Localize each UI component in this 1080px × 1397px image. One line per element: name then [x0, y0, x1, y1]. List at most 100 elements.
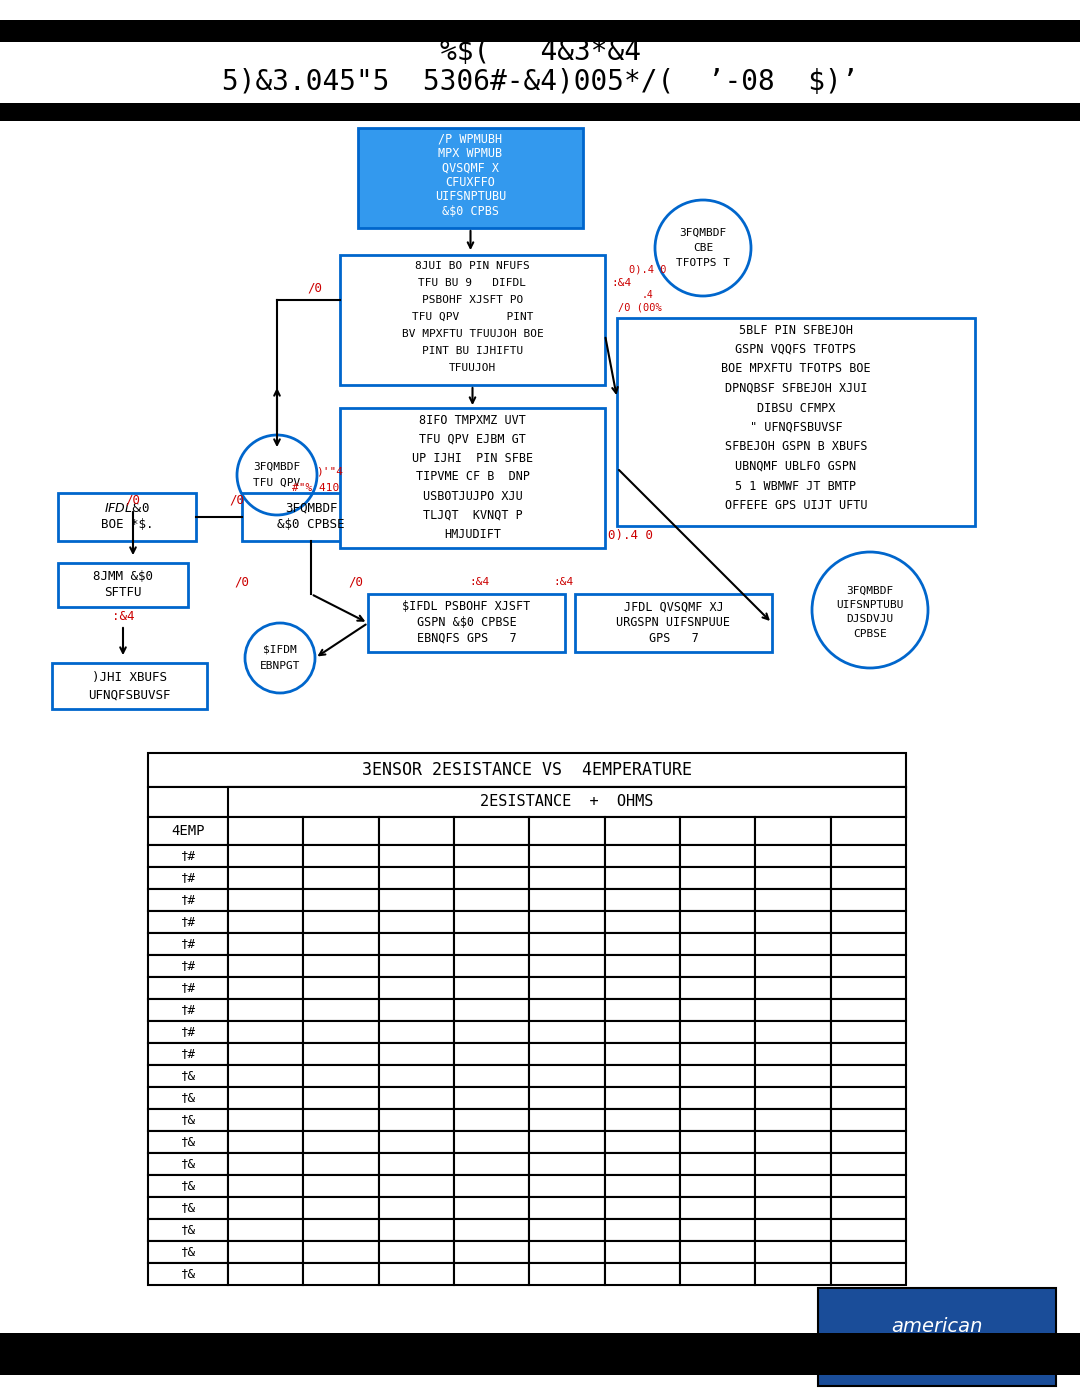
FancyBboxPatch shape	[148, 845, 228, 868]
FancyBboxPatch shape	[529, 977, 605, 999]
FancyBboxPatch shape	[454, 1263, 529, 1285]
FancyBboxPatch shape	[454, 888, 529, 911]
Text: TIPVME CF B  DNP: TIPVME CF B DNP	[416, 471, 529, 483]
Text: †#: †#	[180, 872, 195, 884]
FancyBboxPatch shape	[303, 1263, 379, 1285]
FancyBboxPatch shape	[0, 103, 1080, 122]
Text: †&: †&	[180, 1113, 195, 1126]
FancyBboxPatch shape	[303, 888, 379, 911]
FancyBboxPatch shape	[617, 319, 975, 527]
FancyBboxPatch shape	[454, 845, 529, 868]
FancyBboxPatch shape	[368, 594, 565, 652]
FancyBboxPatch shape	[529, 1263, 605, 1285]
FancyBboxPatch shape	[228, 1021, 303, 1044]
Text: †&: †&	[180, 1201, 195, 1214]
FancyBboxPatch shape	[379, 1263, 454, 1285]
Text: GPS   7: GPS 7	[649, 631, 699, 644]
FancyBboxPatch shape	[379, 868, 454, 888]
FancyBboxPatch shape	[755, 1197, 831, 1220]
FancyBboxPatch shape	[454, 1044, 529, 1065]
FancyBboxPatch shape	[228, 1109, 303, 1132]
FancyBboxPatch shape	[529, 1087, 605, 1109]
FancyBboxPatch shape	[228, 1197, 303, 1220]
FancyBboxPatch shape	[680, 911, 755, 933]
FancyBboxPatch shape	[454, 1021, 529, 1044]
FancyBboxPatch shape	[58, 563, 188, 608]
FancyBboxPatch shape	[755, 1109, 831, 1132]
Text: †&: †&	[180, 1179, 195, 1193]
Text: TFOTPS T: TFOTPS T	[676, 258, 730, 268]
FancyBboxPatch shape	[605, 1021, 680, 1044]
FancyBboxPatch shape	[755, 1044, 831, 1065]
Text: /0 (00%: /0 (00%	[618, 302, 662, 312]
Text: )JHI XBUFS: )JHI XBUFS	[92, 672, 167, 685]
FancyBboxPatch shape	[605, 1153, 680, 1175]
FancyBboxPatch shape	[228, 1153, 303, 1175]
FancyBboxPatch shape	[831, 1153, 906, 1175]
Text: †#: †#	[180, 982, 195, 995]
FancyBboxPatch shape	[303, 1065, 379, 1087]
FancyBboxPatch shape	[228, 868, 303, 888]
FancyBboxPatch shape	[303, 1087, 379, 1109]
Text: SFBEJOH GSPN B XBUFS: SFBEJOH GSPN B XBUFS	[725, 440, 867, 454]
FancyBboxPatch shape	[148, 1175, 228, 1197]
FancyBboxPatch shape	[680, 1044, 755, 1065]
FancyBboxPatch shape	[454, 1153, 529, 1175]
FancyBboxPatch shape	[529, 1241, 605, 1263]
Text: DJSDVJU: DJSDVJU	[847, 615, 893, 624]
FancyBboxPatch shape	[379, 1175, 454, 1197]
Text: †#: †#	[180, 937, 195, 950]
Text: &$0 CPBS: &$0 CPBS	[442, 205, 499, 218]
Text: QVSQMF X: QVSQMF X	[442, 162, 499, 175]
FancyBboxPatch shape	[529, 1132, 605, 1153]
Text: GSPN VQQFS TFOTPS: GSPN VQQFS TFOTPS	[735, 344, 856, 356]
FancyBboxPatch shape	[228, 787, 906, 817]
FancyBboxPatch shape	[831, 977, 906, 999]
Text: OFFEFE GPS UIJT UFTU: OFFEFE GPS UIJT UFTU	[725, 499, 867, 511]
Text: PSBOHF XJSFT PO: PSBOHF XJSFT PO	[422, 295, 523, 305]
FancyBboxPatch shape	[605, 956, 680, 977]
FancyBboxPatch shape	[529, 1153, 605, 1175]
Text: #0PJGH5Y, NBB N AE RE AE TO M PANY   L LGH E SVE D: #0PJGH5Y, NBB N AE RE AE TO M PANY L LGH…	[273, 1361, 586, 1370]
FancyBboxPatch shape	[228, 1263, 303, 1285]
FancyBboxPatch shape	[755, 888, 831, 911]
FancyBboxPatch shape	[148, 1220, 228, 1241]
Text: /0: /0	[308, 282, 323, 295]
FancyBboxPatch shape	[755, 817, 831, 845]
Text: BOE *$.: BOE *$.	[100, 518, 153, 531]
FancyBboxPatch shape	[755, 1065, 831, 1087]
Text: 5BLF PIN SFBEJOH: 5BLF PIN SFBEJOH	[739, 324, 853, 337]
FancyBboxPatch shape	[755, 1021, 831, 1044]
Text: EBNQFS GPS   7: EBNQFS GPS 7	[417, 631, 516, 644]
Text: †#: †#	[180, 849, 195, 862]
FancyBboxPatch shape	[303, 845, 379, 868]
FancyBboxPatch shape	[303, 956, 379, 977]
FancyBboxPatch shape	[605, 1263, 680, 1285]
Text: †&: †&	[180, 1091, 195, 1105]
FancyBboxPatch shape	[831, 1220, 906, 1241]
FancyBboxPatch shape	[755, 1132, 831, 1153]
FancyBboxPatch shape	[228, 1044, 303, 1065]
FancyBboxPatch shape	[680, 868, 755, 888]
Text: †#: †#	[180, 915, 195, 929]
FancyBboxPatch shape	[454, 1132, 529, 1153]
Text: " UFNQFSBUVSF: " UFNQFSBUVSF	[750, 420, 842, 434]
FancyBboxPatch shape	[379, 888, 454, 911]
Text: :&4: :&4	[553, 577, 573, 587]
FancyBboxPatch shape	[379, 845, 454, 868]
FancyBboxPatch shape	[148, 753, 906, 787]
FancyBboxPatch shape	[148, 1021, 228, 1044]
FancyBboxPatch shape	[379, 1065, 454, 1087]
Text: TFU BU 9   DIFDL: TFU BU 9 DIFDL	[419, 278, 527, 288]
FancyBboxPatch shape	[529, 911, 605, 933]
Text: american: american	[891, 1317, 983, 1337]
Text: %$(   4&3*&4: %$( 4&3*&4	[440, 38, 640, 66]
FancyBboxPatch shape	[605, 1065, 680, 1087]
Text: WATER HEATERS: WATER HEATERS	[891, 1345, 984, 1355]
FancyBboxPatch shape	[52, 664, 207, 710]
FancyBboxPatch shape	[831, 933, 906, 956]
FancyBboxPatch shape	[680, 1087, 755, 1109]
FancyBboxPatch shape	[148, 1109, 228, 1132]
FancyBboxPatch shape	[379, 1132, 454, 1153]
FancyBboxPatch shape	[58, 493, 195, 541]
